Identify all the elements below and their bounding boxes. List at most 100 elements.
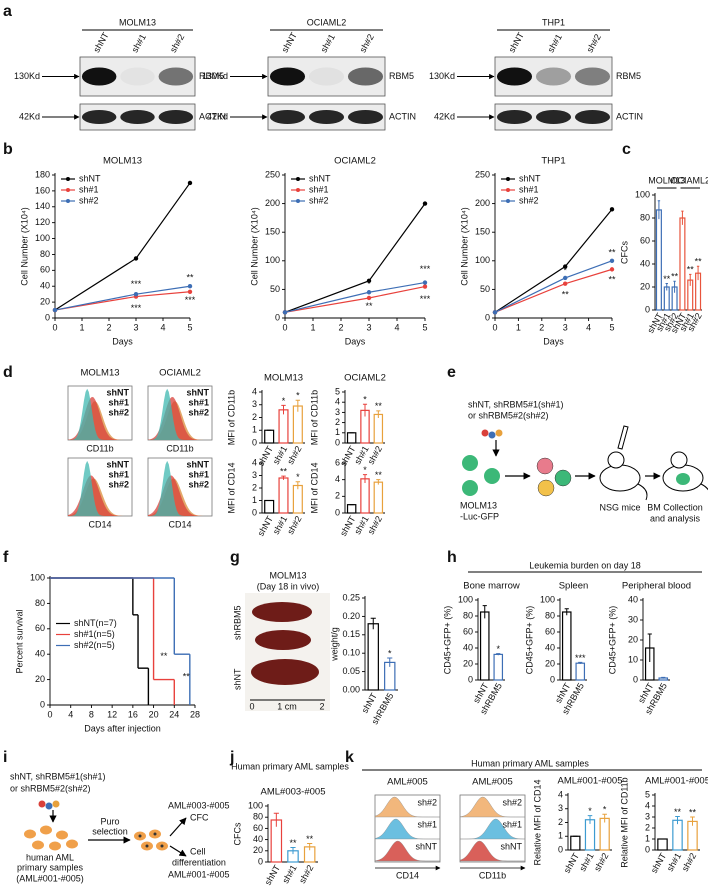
bar [278,409,289,444]
legend-label: sh#2(n=5) [74,640,115,650]
virus-icon [45,802,53,810]
x-tick-label: 2 [106,322,111,332]
y-tick-label: 80 [640,212,650,222]
x-tick-label: 5 [187,322,192,332]
flow-histogram [68,388,132,440]
y-tick-label: 60 [35,623,45,633]
label: AML#003-#005 [168,800,230,810]
x-tick-label: sh#2 [285,444,303,466]
y-axis-label: Cell Number (X10⁴) [459,207,469,285]
x-tick-label: 0 [47,709,52,719]
y-tick-label: 180 [35,169,50,179]
error-bar [647,633,652,662]
chart-title: AML#003-#005 [261,787,326,798]
aml-cell [32,840,44,850]
size-marker: 42Kd [207,111,228,121]
annotation: *** [131,303,142,313]
y-tick-label: 1 [335,427,340,437]
size-marker: 42Kd [19,111,40,121]
virus-icon [488,431,496,439]
aml-nucleus [153,832,157,836]
protein-label: RBM5 [389,71,414,81]
legend-label: sh#1 [519,184,539,194]
significance: ** [375,470,383,480]
x-tick-label: 0 [282,322,287,332]
legend-label: sh#1(n=5) [74,629,115,639]
y-tick-label: 0.05 [342,666,360,676]
bar [599,817,610,851]
aml-nucleus [160,844,164,848]
y-tick-label: 100 [265,255,280,265]
protein-label: ACTIN [389,111,416,121]
y-tick-label: 40 [253,834,263,844]
significance: * [603,805,607,815]
point [52,307,58,313]
point [366,278,372,284]
y-tick-label: 3 [335,407,340,417]
mouse-tail [637,483,648,501]
y-tick-label: 4 [558,789,563,799]
y-tick-label: 3 [645,811,650,821]
blot-cell: MOLM13 [119,17,156,27]
bar [346,432,357,444]
flow-marker: CD14 [168,519,191,529]
error-bar [370,617,376,630]
y-axis-label: MFI of CD11b [226,390,236,445]
y-tick-label: 0.00 [342,684,360,694]
y-tick-label: 60 [640,235,650,245]
y-tick-label: 6 [335,457,340,467]
y-axis-label: Percent survival [14,609,24,673]
bar [292,484,303,514]
spleen [251,659,319,685]
x-axis-label: Days [345,336,366,346]
chart-title: AML#001-#005 [645,776,708,787]
spleen [255,630,311,650]
significance: * [388,648,392,658]
error-bar [673,280,676,293]
header: Human primary AML samples [471,758,589,768]
x-tick-label: 20 [149,709,159,719]
aml-cell [66,839,78,849]
point [366,295,372,301]
bar [561,611,572,681]
header: Leukemia burden on day 18 [529,560,641,570]
annotation: * [563,265,567,275]
x-tick-label: shNT [256,444,276,468]
group-label: OCIAML2 [670,175,708,185]
protein-label: ACTIN [199,111,226,121]
y-tick-label: 10 [628,654,638,664]
significance: * [588,806,592,816]
x-tick-label: 4 [394,322,399,332]
x-tick-label: sh#1 [280,863,298,885]
blot-band [535,67,572,86]
flow-marker: CD11b [166,443,193,453]
significance: ** [687,265,695,275]
error-bar [281,475,286,480]
protein-label: RBM5 [199,71,224,81]
cell [462,455,478,471]
flow-marker: CD14 [88,519,111,529]
flow-label: sh#1 [502,819,522,829]
transduced-cell [554,469,572,487]
flow-label: shNT [415,841,437,851]
y-tick-label: 60 [545,626,555,636]
y-tick-label: 80 [40,249,50,259]
blot-band [347,110,384,124]
virus-icon [52,800,60,808]
x-tick-label: sh#2 [592,851,610,873]
lane-label: shNT [507,30,527,54]
y-tick-label: 40 [40,281,50,291]
point [422,284,428,289]
bar [360,478,370,514]
mouse-head [607,451,625,469]
x-tick-label: sh#1 [665,851,683,873]
cell [462,480,478,496]
flow-legend: shNT [107,387,130,397]
label: and analysis [650,513,701,523]
point [609,267,615,272]
x-tick-label: 16 [128,709,138,719]
panel-letter: k [345,749,354,766]
flow-label: sh#1 [417,819,437,829]
bar [346,504,357,514]
significance: ** [695,257,703,267]
